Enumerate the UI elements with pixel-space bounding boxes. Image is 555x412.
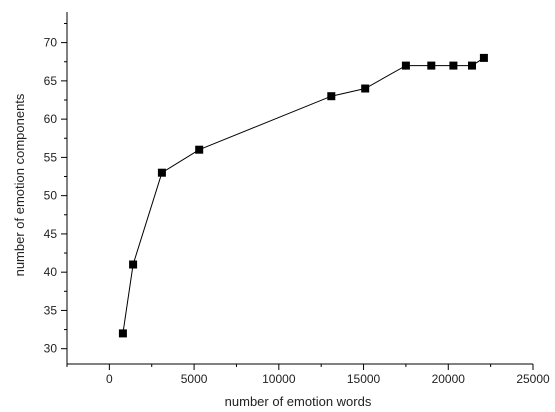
data-point-marker — [479, 53, 488, 62]
y-tick-label: 35 — [44, 303, 58, 317]
y-tick-label: 50 — [44, 189, 58, 203]
x-tick-label: 10000 — [262, 372, 296, 386]
x-tick-label: 0 — [106, 372, 113, 386]
y-tick-label: 60 — [44, 112, 58, 126]
x-tick-label: 15000 — [347, 372, 381, 386]
x-axis-title: number of emotion words — [225, 394, 372, 409]
data-point-marker — [468, 61, 476, 70]
series-line — [122, 57, 485, 334]
data-point-marker — [118, 329, 127, 338]
tick-labels: 0 5000 10000 15000 20000 25000 30 35 40 45 50 55 60 6… — [44, 36, 550, 386]
data-point-marker — [129, 260, 138, 269]
y-axis-title: number of emotion components — [12, 93, 27, 276]
y-tick-label: 45 — [44, 227, 58, 241]
x-tick-label: 20000 — [432, 372, 466, 386]
y-tick-label: 30 — [44, 342, 58, 356]
tick-marks — [61, 22, 534, 370]
x-tick-label: 25000 — [516, 372, 550, 386]
y-tick-label: 70 — [44, 36, 58, 50]
data-point-marker — [195, 145, 204, 154]
data-point-marker — [327, 92, 336, 101]
data-point-marker — [449, 61, 458, 70]
y-tick-label: 55 — [44, 150, 58, 164]
axes — [66, 12, 533, 365]
y-tick-label: 65 — [44, 74, 58, 88]
data-point-marker — [427, 61, 436, 70]
x-tick-label: 5000 — [181, 372, 208, 386]
data-point-marker — [157, 168, 166, 177]
data-point-marker — [361, 84, 370, 93]
data-point-marker — [401, 61, 410, 70]
y-tick-label: 40 — [44, 265, 58, 279]
data-series — [118, 53, 488, 338]
